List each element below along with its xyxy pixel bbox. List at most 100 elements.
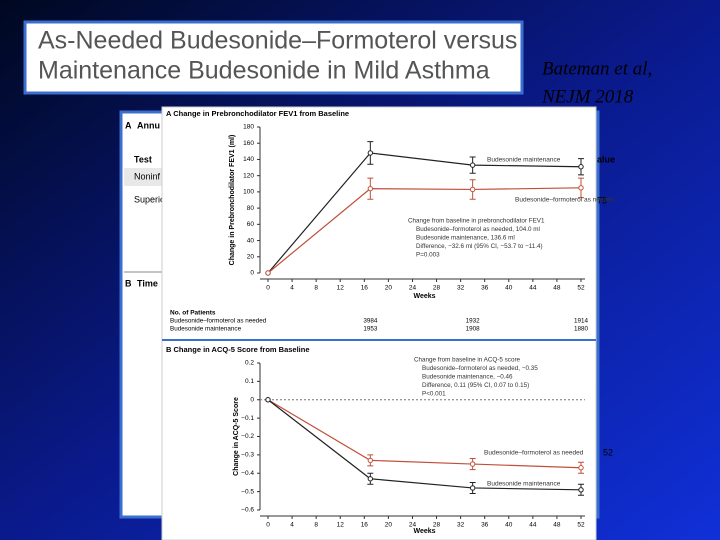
x-tick-label: 40 (505, 522, 513, 529)
series-label: Budesonide maintenance (487, 481, 561, 488)
annotation: Change from baseline in ACQ-5 score (414, 357, 521, 364)
data-point (469, 461, 476, 467)
patients-cell: 1908 (466, 326, 481, 333)
series-line (267, 187, 582, 274)
patients-cell: 1880 (574, 326, 589, 333)
x-tick-label: 24 (409, 522, 417, 529)
annotation: Difference, 0.11 (95% CI, 0.07 to 0.15) (422, 382, 529, 389)
x-tick-label: 16 (361, 285, 369, 292)
patients-cell: Budesonide maintenance (170, 326, 242, 333)
series-label: Budesonide–formoterol as needed (515, 197, 615, 204)
x-tick-label: 8 (314, 285, 318, 292)
x-tick-label: 28 (433, 522, 441, 529)
panel-text: Annu (137, 120, 160, 130)
row-shade (124, 168, 164, 186)
data-point (578, 465, 584, 471)
x-tick-label: 44 (529, 522, 537, 529)
x-tick-label: 4 (290, 522, 294, 529)
panel-text: 75 (597, 195, 607, 205)
y-tick-label: 60 (247, 221, 255, 228)
x-tick-label: 48 (553, 285, 561, 292)
annotation: Budesonide maintenance, −0.46 (422, 374, 513, 381)
x-tick-label: 36 (481, 522, 489, 529)
y-tick-label: −0.3 (241, 452, 254, 459)
x-tick-label: 20 (385, 522, 393, 529)
annotation: Difference, −32.6 ml (95% CI, −53.7 to −… (416, 243, 543, 250)
y-axis-label: Change in Prebronchodilator FEV1 (ml) (229, 135, 236, 266)
data-point (578, 487, 584, 493)
y-tick-label: −0.6 (241, 507, 254, 514)
data-point (469, 485, 476, 491)
x-tick-label: 52 (577, 285, 585, 292)
panel-text: Time (137, 278, 158, 288)
chart-a-panel (161, 106, 597, 341)
patients-title: No. of Patients (170, 310, 216, 317)
y-tick-label: 180 (243, 124, 254, 131)
x-tick-label: 16 (361, 522, 369, 529)
series-line (267, 152, 582, 274)
y-tick-label: 20 (247, 253, 255, 260)
slide-title: As-Needed Budesonide–Formoterol versus (38, 27, 517, 55)
x-tick-label: 44 (529, 285, 537, 292)
x-tick-label: 28 (433, 285, 441, 292)
patients-cell: 3984 (363, 318, 378, 325)
x-tick-label: 12 (337, 522, 345, 529)
x-tick-label: 32 (457, 285, 465, 292)
series-line (267, 399, 582, 491)
x-tick-label: 24 (409, 285, 417, 292)
data-point (265, 270, 271, 276)
data-point (367, 476, 374, 482)
y-tick-label: 160 (243, 140, 254, 147)
y-tick-label: 80 (247, 205, 255, 212)
annotation: Budesonide–formoterol as needed, 104.0 m… (416, 226, 540, 233)
y-tick-label: 140 (243, 156, 254, 163)
x-tick-label: 48 (553, 522, 561, 529)
data-point (367, 457, 374, 464)
annotation: Change from baseline in prebronchodilato… (408, 218, 545, 225)
citation: Bateman et al, (542, 58, 652, 79)
y-tick-label: 0.2 (245, 360, 254, 367)
y-tick-label: −0.4 (241, 470, 254, 477)
x-axis-label: Weeks (413, 293, 435, 300)
y-tick-label: 0 (250, 270, 254, 277)
patients-cell: Budesonide–formoterol as needed (170, 318, 267, 325)
x-tick-label: 12 (337, 285, 345, 292)
annotation: Budesonide–formoterol as needed, −0.35 (422, 365, 538, 372)
y-axis-label: Change in ACQ-5 Score (233, 397, 240, 476)
y-tick-label: −0.5 (241, 488, 254, 495)
data-point (469, 186, 476, 193)
y-tick-label: −0.1 (241, 415, 254, 422)
x-tick-label: 20 (385, 285, 393, 292)
chart-title: A Change in Prebronchodilator FEV1 from … (166, 109, 349, 118)
series-label: Budesonide–formoterol as needed (484, 450, 584, 457)
y-tick-label: 40 (247, 237, 255, 244)
panel-label: B (125, 278, 132, 288)
x-tick-label: 32 (457, 522, 465, 529)
data-point (578, 164, 584, 170)
y-tick-label: 120 (243, 172, 254, 179)
panel-text: Noninf (134, 171, 161, 181)
chart-title: B Change in ACQ-5 Score from Baseline (166, 345, 310, 354)
slide-title: Maintenance Budesonide in Mild Asthma (38, 57, 490, 85)
y-tick-label: −0.2 (241, 433, 254, 440)
x-tick-label: 8 (314, 522, 318, 529)
data-point (265, 397, 271, 403)
x-tick-label: 40 (505, 285, 513, 292)
citation: NEJM 2018 (541, 86, 634, 107)
x-tick-label: 4 (290, 285, 294, 292)
data-point (469, 162, 476, 168)
data-point (367, 150, 374, 156)
x-tick-label: 52 (577, 522, 585, 529)
annotation: P<0.001 (422, 391, 446, 398)
data-point (367, 185, 374, 192)
y-tick-label: 100 (243, 189, 254, 196)
panel-label: A (125, 120, 132, 130)
panel-text: alue (597, 154, 615, 164)
annotation: Budesonide maintenance, 136.6 ml (416, 235, 515, 242)
y-tick-label: 0.1 (245, 378, 254, 385)
panel-text: Superio (134, 194, 165, 204)
x-tick-label: 0 (266, 285, 270, 292)
x-tick-label: 36 (481, 285, 489, 292)
series-label: Budesonide maintenance (487, 157, 561, 164)
